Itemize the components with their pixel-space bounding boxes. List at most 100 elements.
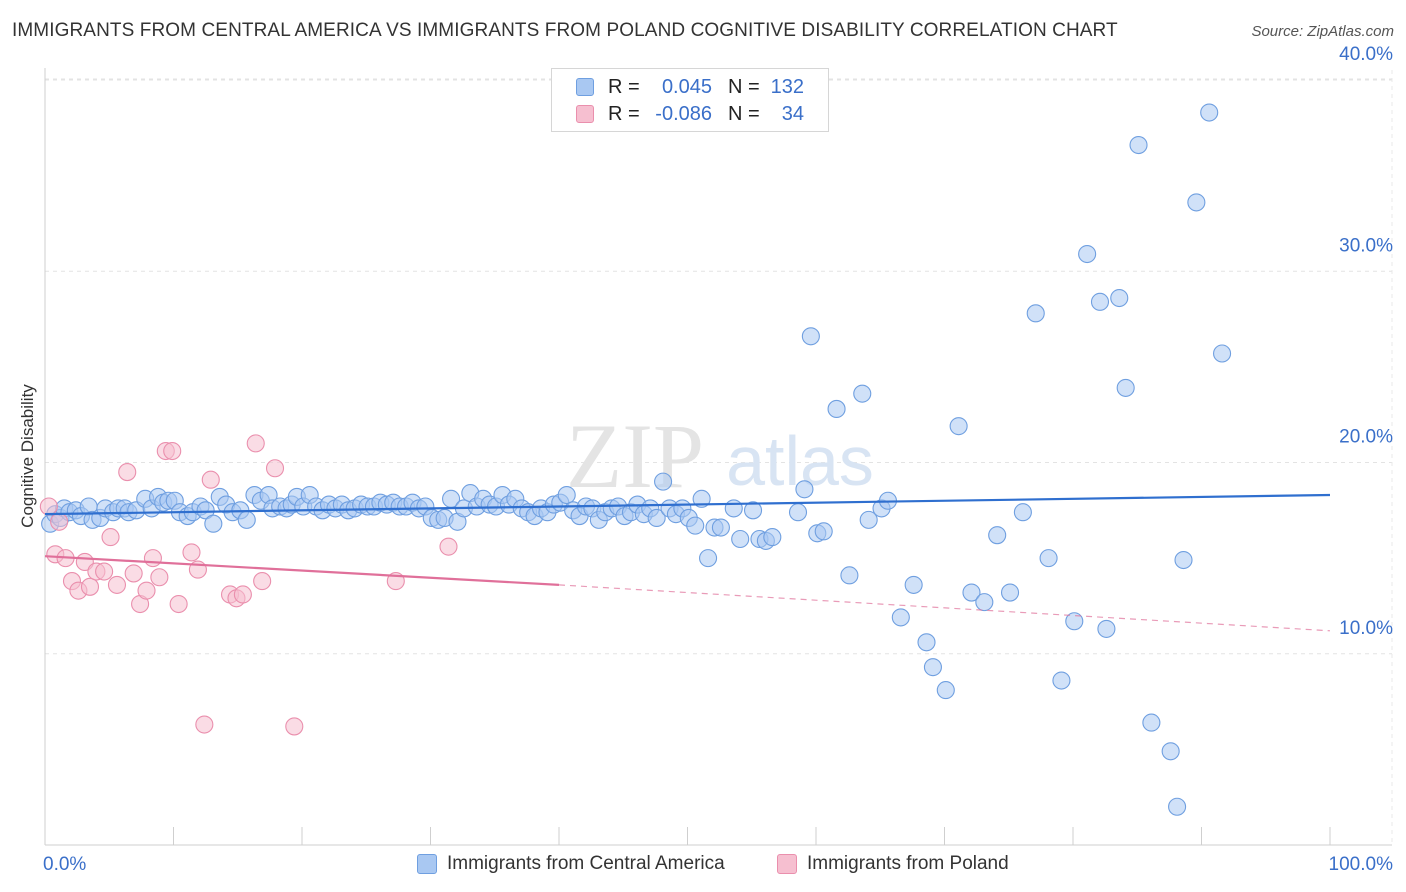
data-point-central-america <box>1142 713 1161 732</box>
data-point-central-america <box>923 658 942 677</box>
data-point-poland <box>118 463 137 482</box>
data-point-poland <box>285 717 304 736</box>
data-point-central-america <box>1174 550 1193 570</box>
data-point-central-america <box>711 518 730 537</box>
data-point-poland <box>143 549 162 568</box>
data-point-central-america <box>204 514 223 533</box>
legend-n-label: N = <box>728 75 760 98</box>
data-point-central-america <box>795 480 814 499</box>
data-point-central-america <box>949 417 968 436</box>
data-point-central-america <box>1000 583 1020 602</box>
watermark-zip: ZIP <box>566 405 704 507</box>
data-point-central-america <box>196 501 215 520</box>
source-label: Source: ZipAtlas.com <box>1251 23 1394 40</box>
x-tick-label-min: 0.0% <box>43 854 86 875</box>
data-point-central-america <box>1200 103 1219 122</box>
data-point-central-america <box>1039 549 1058 568</box>
data-point-poland <box>101 528 120 547</box>
data-point-poland <box>439 537 458 556</box>
y-tick-label: 10.0% <box>1339 618 1393 639</box>
data-point-central-america <box>654 472 673 491</box>
bottom-legend-swatch-blue <box>417 854 437 874</box>
data-point-central-america <box>686 516 705 535</box>
correlation-legend: R = 0.045 N = 132 R = -0.086 N = 34 <box>551 68 829 132</box>
data-point-central-america <box>859 510 878 529</box>
y-tick-label: 20.0% <box>1339 427 1393 448</box>
watermark: ZIP atlas <box>566 405 874 507</box>
trend-layer <box>44 493 1331 632</box>
trendline-poland <box>44 555 560 586</box>
trendline-poland-extension <box>558 584 1331 632</box>
data-point-central-america <box>840 566 859 585</box>
data-point-central-america <box>1013 503 1032 522</box>
data-point-central-america <box>788 503 808 522</box>
data-point-poland <box>265 459 285 478</box>
legend-r-value: 0.045 <box>661 75 712 98</box>
trendline-central-america <box>44 493 1331 516</box>
data-point-central-america <box>1065 612 1084 631</box>
legend-swatch-pink <box>576 105 594 123</box>
data-point-central-america <box>1129 135 1148 155</box>
legend-r-value: -0.086 <box>655 102 712 125</box>
data-point-poland <box>107 575 127 594</box>
data-point-central-america <box>917 633 936 652</box>
data-point-central-america <box>827 399 846 419</box>
data-point-central-america <box>1026 304 1045 323</box>
data-point-central-america <box>1161 742 1180 761</box>
data-point-central-america <box>647 508 666 528</box>
data-point-poland <box>95 562 114 581</box>
bottom-legend-label: Immigrants from Central America <box>447 853 725 874</box>
data-point-poland <box>169 594 188 614</box>
data-point-central-america <box>743 501 763 520</box>
bottom-legend-swatch-pink <box>777 854 797 874</box>
data-point-poland <box>137 581 156 600</box>
y-axis-label: Cognitive Disability <box>18 384 37 528</box>
y-tick-label: 30.0% <box>1339 235 1393 256</box>
data-point-poland <box>201 470 220 489</box>
bottom-legend-label: Immigrants from Poland <box>807 853 1009 874</box>
legend-r-label: R = <box>608 75 640 98</box>
legend-r-label: R = <box>608 102 640 125</box>
data-point-central-america <box>975 593 994 612</box>
legend-n-value: 132 <box>770 75 804 98</box>
grid-layer <box>45 70 1393 845</box>
data-point-poland <box>124 564 143 583</box>
points-layer <box>39 103 1232 816</box>
data-point-central-america <box>801 327 820 346</box>
tick-labels: 10.0% 20.0% 30.0% 40.0% 0.0% 100.0% <box>43 44 1393 875</box>
axis-layer <box>44 68 1392 846</box>
data-point-central-america <box>1116 378 1135 397</box>
legend-row-poland: R = -0.086 N = 34 <box>576 101 804 127</box>
data-point-central-america <box>1097 619 1116 638</box>
data-point-central-america <box>853 384 872 403</box>
data-point-poland <box>39 497 58 516</box>
data-point-central-america <box>1213 344 1232 363</box>
data-point-central-america <box>1187 193 1206 212</box>
data-point-central-america <box>904 575 923 594</box>
bottom-legend-poland: Immigrants from Poland <box>777 851 1009 877</box>
data-point-poland <box>80 577 100 596</box>
y-tick-label: 40.0% <box>1339 44 1393 65</box>
data-point-central-america <box>1078 244 1097 264</box>
data-point-central-america <box>724 499 743 518</box>
data-point-central-america <box>763 528 782 547</box>
data-point-central-america <box>962 583 981 602</box>
data-point-poland <box>195 715 214 734</box>
data-point-central-america <box>814 522 833 541</box>
data-point-poland <box>182 543 201 562</box>
data-point-central-america <box>1168 797 1187 816</box>
chart-title: IMMIGRANTS FROM CENTRAL AMERICA VS IMMIG… <box>12 20 1118 41</box>
bottom-legend-central-america: Immigrants from Central America <box>417 851 725 877</box>
data-point-central-america <box>699 549 718 568</box>
data-point-central-america <box>936 681 955 700</box>
data-point-central-america <box>731 529 750 549</box>
x-tick-label-max: 100.0% <box>1329 854 1394 875</box>
legend-n-value: 34 <box>781 102 804 125</box>
data-point-central-america <box>692 489 711 508</box>
legend-swatch-blue <box>576 78 594 96</box>
legend-n-label: N = <box>728 102 760 125</box>
data-point-poland <box>233 585 252 604</box>
data-point-poland <box>163 441 182 461</box>
data-point-central-america <box>891 608 910 627</box>
data-point-poland <box>246 434 265 453</box>
